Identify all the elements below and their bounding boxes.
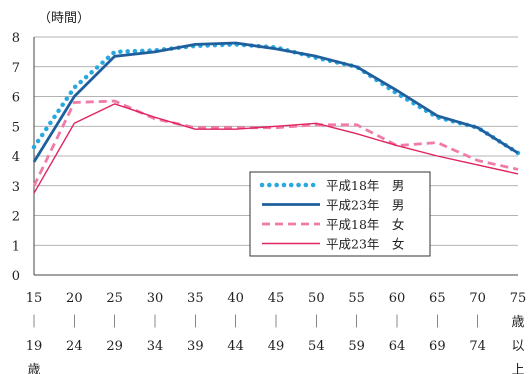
x-tick-label: 30 <box>147 291 164 306</box>
y-tick-labels: 0 1 2 3 4 5 6 7 8 <box>12 31 20 284</box>
x-tick-label: 60 <box>389 291 406 306</box>
x-tick-label: ｜ <box>148 315 161 330</box>
x-tick-label: 59 <box>348 339 365 354</box>
x-tick-label: ｜ <box>431 315 444 330</box>
x-tick-label: 歳 <box>27 363 40 374</box>
x-tick-label: 45 <box>268 291 285 306</box>
x-tick-label: ｜ <box>229 315 242 330</box>
x-tick-label: 歳 <box>511 315 524 330</box>
x-tick-label: 40 <box>227 291 244 306</box>
x-tick-label: ｜ <box>471 315 484 330</box>
x-tick-label: 以 <box>511 339 524 354</box>
legend-box <box>249 171 431 257</box>
x-tick-label: 65 <box>429 291 446 306</box>
x-tick-label: 39 <box>187 339 204 354</box>
x-tick-label: 64 <box>389 339 406 354</box>
legend-label: 平成18年 男 <box>326 178 404 193</box>
series-line-1 <box>31 42 521 156</box>
y-tick-label: 1 <box>12 239 20 254</box>
x-tick-label: 35 <box>187 291 204 306</box>
x-tick-label: ｜ <box>269 315 282 330</box>
y-tick-label: 4 <box>12 150 20 165</box>
x-tick-label: 55 <box>348 291 365 306</box>
x-tick-label: 19 <box>26 339 43 354</box>
y-tick-label: 6 <box>12 91 20 106</box>
legend-label: 平成23年 男 <box>326 198 404 213</box>
x-tick-label: ｜ <box>68 315 81 330</box>
x-tick-label: 74 <box>469 339 486 354</box>
y-tick-label: 3 <box>12 180 20 195</box>
x-tick-label: ｜ <box>390 315 403 330</box>
x-tick-label: 50 <box>308 291 325 306</box>
x-tick-label: 25 <box>106 291 123 306</box>
x-tick-label: 34 <box>147 339 164 354</box>
y-axis-unit-label: （時間） <box>38 11 90 26</box>
y-tick-label: 2 <box>12 210 20 225</box>
y-tick-label: 7 <box>12 61 20 76</box>
x-tick-label: 20 <box>66 291 83 306</box>
series-line-3 <box>32 99 519 187</box>
x-tick-label: 29 <box>106 339 123 354</box>
series-line-2 <box>32 41 519 163</box>
x-tick-labels: 15 ｜ 19 歳 20 ｜ 24 25 ｜ 29 30 ｜ 34 35 ｜ 39 40 ｜ 44 45 ｜ 49 50 ｜ 5… <box>26 291 527 374</box>
x-tick-label: ｜ <box>108 315 121 330</box>
x-tick-label: 69 <box>429 339 446 354</box>
x-tick-label: 24 <box>66 339 83 354</box>
x-tick-label: 上 <box>511 363 524 374</box>
x-tick-label: ｜ <box>189 315 202 330</box>
legend-label: 平成23年 女 <box>326 237 404 252</box>
x-tick-label: ｜ <box>350 315 363 330</box>
x-tick-label: ｜ <box>27 315 40 330</box>
x-tick-label: 44 <box>227 339 244 354</box>
y-tick-label: 5 <box>12 120 20 135</box>
x-tick-label: ｜ <box>310 315 323 330</box>
legend-label: 平成18年 女 <box>326 217 404 232</box>
axes <box>33 37 518 276</box>
x-tick-label: 75 <box>510 291 527 306</box>
x-tick-label: 49 <box>268 339 285 354</box>
series-lines <box>31 41 521 194</box>
x-tick-label: 70 <box>469 291 486 306</box>
x-tick-label: 15 <box>26 291 43 306</box>
y-tick-label: 8 <box>12 31 20 46</box>
x-tick-label: 54 <box>308 339 325 354</box>
y-tick-label: 0 <box>12 269 20 284</box>
series-line-4 <box>33 103 519 194</box>
